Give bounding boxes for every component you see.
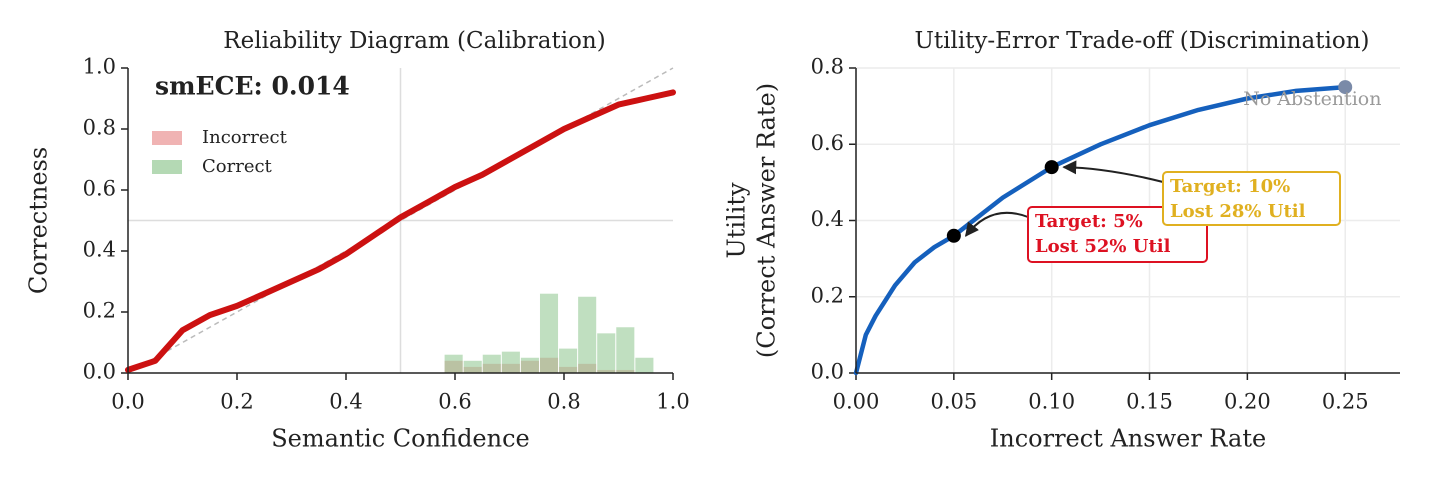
annotation-text: Lost 28% Util [1170, 201, 1306, 222]
x-tick-label: 0.6 [438, 390, 471, 414]
histogram-bar [463, 360, 482, 373]
chart-title: Reliability Diagram (Calibration) [223, 28, 605, 54]
histogram-bar [597, 333, 616, 373]
x-tick-label: 0.10 [1028, 390, 1075, 414]
x-tick-label: 0.05 [930, 390, 977, 414]
x-tick-label: 0.25 [1322, 390, 1369, 414]
y-tick-label: 0.4 [83, 238, 116, 262]
x-tick-label: 0.8 [547, 390, 580, 414]
histogram-bar [635, 357, 654, 373]
histogram-bar [501, 351, 520, 373]
line [125, 89, 676, 373]
histogram-bar [559, 348, 578, 373]
legend-label: Correct [202, 156, 273, 177]
y-tick-label: 0.4 [811, 207, 844, 231]
point-label: No Abstention [1243, 88, 1381, 110]
x-tick-label: 0.4 [329, 390, 362, 414]
y-tick-label: 1.0 [83, 55, 116, 79]
y-tick-label: 0.2 [811, 283, 844, 307]
y-tick-label: 0.8 [83, 116, 116, 140]
legend-label: Incorrect [202, 127, 288, 148]
y-axis-label: Utility [723, 182, 751, 259]
y-tick-label: 0.8 [811, 55, 844, 79]
x-axis-label: Incorrect Answer Rate [990, 425, 1266, 453]
x-tick-label: 0.00 [833, 390, 880, 414]
annotation-text: Target: 5% [1035, 211, 1143, 232]
chart-title: Utility-Error Trade-off (Discrimination) [914, 28, 1369, 54]
point [1338, 80, 1353, 95]
y-tick-label: 0.6 [811, 131, 844, 155]
x-tick-label: 0.2 [220, 390, 253, 414]
histogram-bar [616, 327, 635, 373]
point [946, 228, 961, 243]
point [1044, 160, 1059, 175]
histogram-bar [482, 354, 501, 373]
y-axis-label: Correctness [25, 147, 53, 294]
y-tick-label: 0.0 [83, 360, 116, 384]
annotation-arrow [964, 211, 1029, 237]
histogram-bar [444, 354, 463, 373]
y-tick-label: 0.2 [83, 299, 116, 323]
annotation-box [1162, 171, 1341, 226]
legend-swatch [152, 131, 182, 145]
line [853, 84, 1348, 376]
x-tick-label: 0.0 [111, 390, 144, 414]
legend-swatch [152, 160, 182, 174]
annotation: smECE: 0.014 [155, 72, 350, 101]
annotation-text: Target: 10% [1170, 176, 1290, 197]
x-tick-label: 0.15 [1126, 390, 1173, 414]
y-tick-label: 0.0 [811, 360, 844, 384]
x-tick-label: 0.20 [1224, 390, 1271, 414]
histogram-bar [578, 296, 597, 373]
x-tick-label: 1.0 [656, 390, 689, 414]
y-tick-label: 0.6 [83, 177, 116, 201]
x-axis-label: Semantic Confidence [271, 425, 530, 453]
histogram-bar [520, 357, 539, 373]
histogram-bar [539, 293, 559, 373]
annotation-arrow [1062, 160, 1164, 183]
y-axis-label: (Correct Answer Rate) [753, 83, 781, 358]
annotation-text: Lost 52% Util [1035, 236, 1171, 257]
